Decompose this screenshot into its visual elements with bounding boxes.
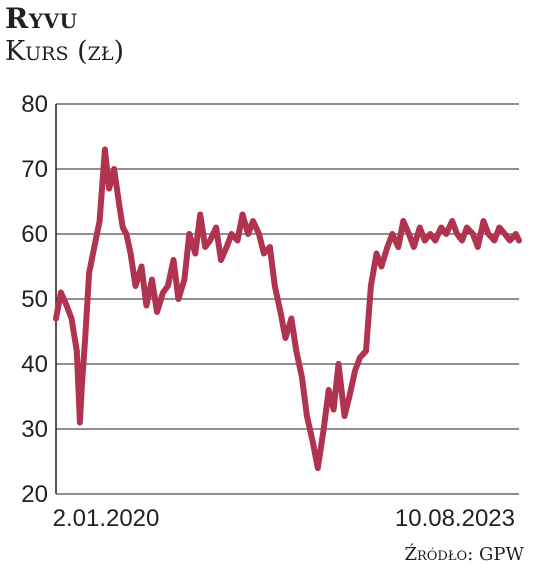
source-note: Źródło: GPW xyxy=(404,544,524,565)
y-tick-label-50: 50 xyxy=(21,286,48,313)
y-tick-label-20: 20 xyxy=(21,481,48,508)
chart-title: Ryvu xyxy=(5,2,78,35)
x-tick-label-0: 2.01.2020 xyxy=(53,505,160,532)
y-tick-label-60: 60 xyxy=(21,221,48,248)
x-tick-label-1: 10.08.2023 xyxy=(395,505,515,532)
y-tick-label-40: 40 xyxy=(21,351,48,378)
y-tick-labels: 20 30 40 50 60 70 80 xyxy=(21,91,48,508)
y-tick-label-80: 80 xyxy=(21,91,48,118)
gridlines xyxy=(56,103,519,495)
y-tick-label-30: 30 xyxy=(21,416,48,443)
series-line-kurs xyxy=(53,146,522,471)
y-tick-label-70: 70 xyxy=(21,156,48,183)
y-axis-label: Kurs (zł) xyxy=(5,36,125,67)
x-tick-labels: 2.01.2020 10.08.2023 xyxy=(53,505,515,532)
